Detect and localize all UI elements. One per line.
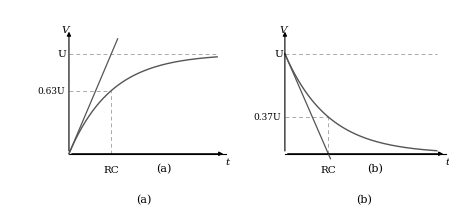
Text: U: U [275, 50, 284, 59]
Text: RC: RC [321, 165, 336, 174]
Text: (b): (b) [367, 164, 383, 174]
Text: 0.37U: 0.37U [254, 113, 282, 122]
Text: 0.63U: 0.63U [37, 87, 65, 96]
Text: V: V [62, 26, 69, 35]
Text: V: V [279, 26, 286, 35]
Text: RC: RC [103, 165, 119, 174]
Text: (a): (a) [136, 194, 151, 204]
Text: (a): (a) [156, 164, 171, 174]
Text: t: t [445, 157, 449, 166]
Text: (b): (b) [356, 194, 372, 204]
Text: U: U [57, 50, 66, 59]
Text: t: t [225, 157, 229, 166]
